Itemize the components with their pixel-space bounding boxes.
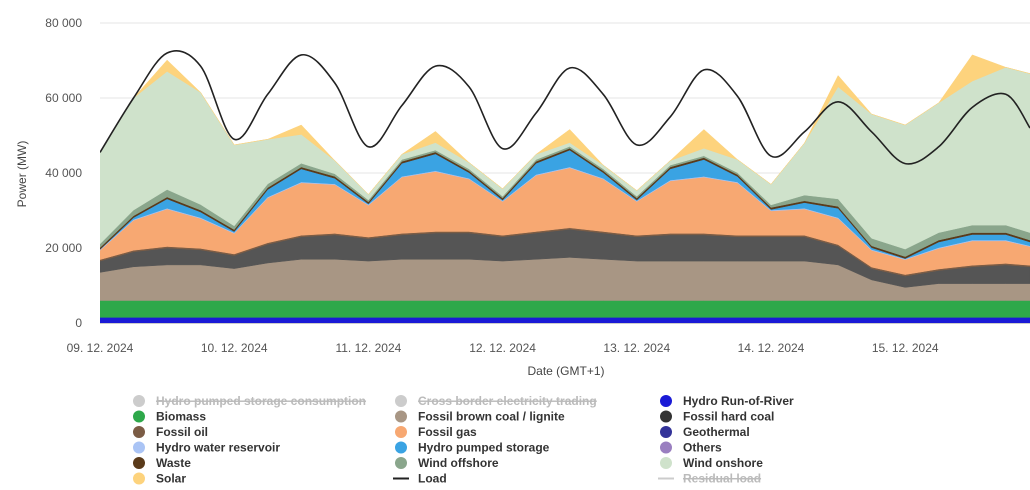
legend-dot-symbol [660,426,672,438]
stacked-areas [100,54,1030,324]
area-biomass[interactable] [100,300,1030,318]
legend-label: Fossil oil [156,425,208,439]
y-tick-label: 60 000 [45,91,82,105]
legend-label: Wind offshore [418,456,499,470]
legend-item[interactable]: Biomass [133,410,206,424]
legend-item[interactable]: Fossil oil [133,425,208,439]
area-hydro-run-of-river[interactable] [100,317,1030,324]
legend-item[interactable]: Fossil brown coal / lignite [395,410,565,424]
x-tick-label: 15. 12. 2024 [872,341,939,355]
legend-label: Waste [156,456,191,470]
legend-label: Solar [156,472,186,486]
legend-dot-symbol [395,457,407,469]
x-axis-title: Date (GMT+1) [527,364,604,378]
legend-item[interactable]: Fossil hard coal [660,410,774,424]
legend-label: Hydro pumped storage [418,441,550,455]
load-line-layer [100,50,1030,165]
legend-item[interactable]: Fossil gas [395,425,477,439]
axes: 0 20 000 40 000 60 000 80 000 09. 12. 2024 10.… [45,16,1030,355]
x-tick-label: 11. 12. 2024 [335,341,401,355]
x-tick-label: 14. 12. 2024 [738,341,805,355]
legend-item[interactable]: Wind offshore [395,456,499,470]
legend-dot-symbol [660,410,672,423]
legend-dot-symbol [395,441,407,454]
x-tick-label: 09. 12. 2024 [67,341,134,355]
legend-item[interactable]: Solar [133,472,186,486]
x-tick-label: 13. 12. 2024 [603,341,670,355]
y-tick-label: 20 000 [45,241,82,255]
legend-item[interactable]: Hydro water reservoir [133,441,280,455]
legend-label: Hydro Run-of-River [683,394,794,408]
load-line[interactable] [100,50,1030,165]
legend: Hydro pumped storage consumption Cross bo… [133,394,794,486]
legend-dot-symbol [660,395,672,407]
legend-item[interactable]: Load [393,472,447,486]
legend-label: Geothermal [683,425,750,439]
legend-item[interactable]: Hydro pumped storage [395,441,550,455]
legend-item[interactable]: Cross border electricity trading [395,394,597,408]
legend-item[interactable]: Residual load [658,472,762,486]
x-tick-label: 12. 12. 2024 [469,341,536,355]
legend-label: Others [683,441,722,455]
y-tick-label: 80 000 [45,16,82,30]
legend-dot-symbol [133,395,145,407]
legend-label: Load [418,472,447,486]
legend-label: Hydro water reservoir [156,441,280,455]
legend-label: Fossil gas [418,425,477,439]
legend-dot-symbol [395,426,407,438]
legend-item[interactable]: Wind onshore [660,456,763,470]
legend-dot-symbol [133,426,145,438]
legend-item[interactable]: Waste [133,456,191,470]
y-tick-label: 0 [75,316,82,330]
legend-dot-symbol [395,395,407,407]
legend-dot-symbol [133,472,145,485]
legend-dot-symbol [133,410,145,423]
legend-dot-symbol [660,457,672,469]
legend-item[interactable]: Others [660,441,722,455]
legend-label: Fossil hard coal [683,410,774,424]
y-axis-title: Power (MW) [15,141,29,208]
x-tick-label: 10. 12. 2024 [201,341,268,355]
y-tick-label: 40 000 [45,166,82,180]
legend-dot-symbol [395,410,407,423]
area-solar[interactable] [100,54,1030,195]
legend-label: Wind onshore [683,456,763,470]
legend-dot-symbol [133,441,145,454]
legend-label: Fossil brown coal / lignite [418,410,565,424]
legend-label: Biomass [156,410,206,424]
legend-item[interactable]: Hydro Run-of-River [660,394,794,408]
legend-dot-symbol [660,441,672,454]
legend-item[interactable]: Hydro pumped storage consumption [133,394,367,408]
legend-dot-symbol [133,457,145,469]
legend-item[interactable]: Geothermal [660,425,750,439]
